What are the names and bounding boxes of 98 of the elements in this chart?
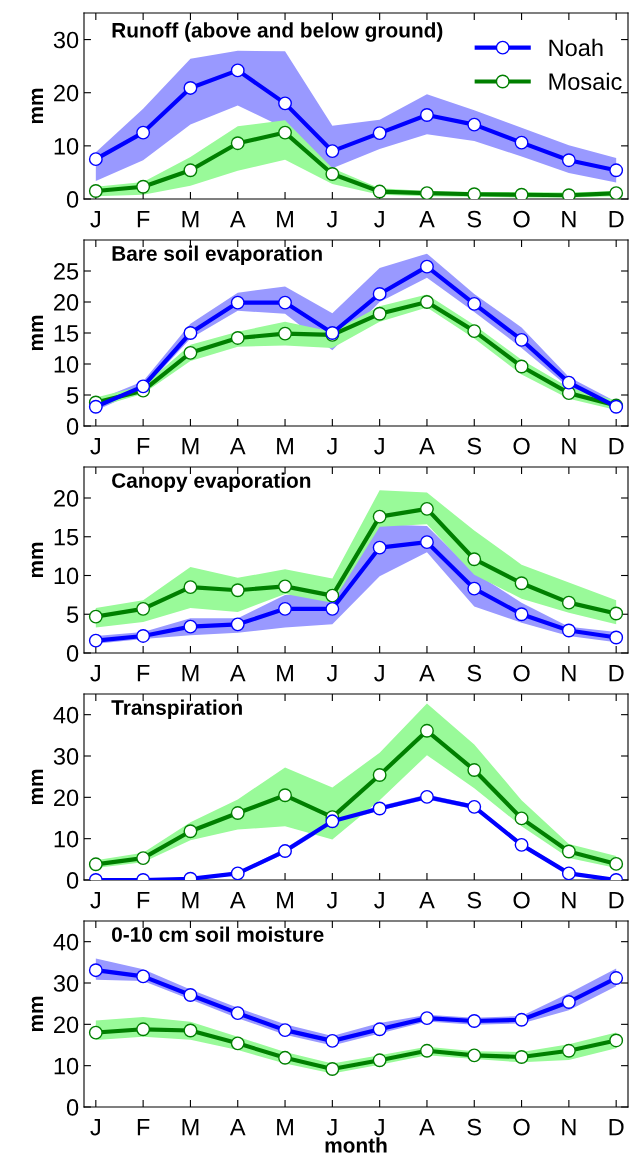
x-tick-label: J xyxy=(90,891,100,909)
x-tick-label: A xyxy=(419,891,435,909)
y-tick-label: 0 xyxy=(66,1099,79,1116)
y-tick-label: 5 xyxy=(66,387,79,404)
x-tick-label: S xyxy=(467,210,482,228)
x-tick-label: M xyxy=(182,664,199,682)
y-tick-label: 10 xyxy=(54,356,79,373)
x-tick-label: J xyxy=(90,1118,100,1136)
x-tick-label: J xyxy=(90,437,100,455)
x-tick-label: D xyxy=(609,210,624,228)
y-tick-label: 0 xyxy=(66,645,79,662)
x-tick-label: J xyxy=(374,891,384,909)
x-tick-label: F xyxy=(137,891,150,909)
x-tick-label: M xyxy=(277,210,293,228)
y-tick-label: 5 xyxy=(66,606,79,624)
x-tick-label: J xyxy=(326,210,337,228)
x-tick-label: J xyxy=(374,437,384,455)
x-tick-label: A xyxy=(229,437,246,455)
x-tick-label: O xyxy=(513,664,530,682)
x-tick-label: O xyxy=(513,437,530,455)
y-tick-label: 20 xyxy=(54,490,79,507)
y-axis-title: mm xyxy=(31,315,43,351)
x-tick-label: N xyxy=(562,437,576,455)
x-tick-label: O xyxy=(513,1118,530,1136)
x-tick-label: A xyxy=(419,1118,435,1136)
y-tick-label: 30 xyxy=(53,975,79,992)
x-tick-label: M xyxy=(182,1118,199,1136)
x-tick-label: A xyxy=(419,437,435,455)
y-tick-label: 10 xyxy=(54,1057,79,1075)
x-tick-label: D xyxy=(609,1118,624,1136)
x-tick-label: S xyxy=(467,437,482,455)
y-tick-label: 40 xyxy=(53,706,79,724)
x-tick-label: O xyxy=(513,210,530,228)
y-tick-label: 20 xyxy=(54,294,79,311)
x-tick-label: N xyxy=(562,891,576,909)
x-tick-label: M xyxy=(182,210,199,228)
x-tick-label: M xyxy=(277,664,293,682)
chart-title: Canopy evaporation xyxy=(112,472,311,492)
x-tick-label: A xyxy=(419,664,435,682)
x-tick-label: J xyxy=(326,1118,337,1136)
y-tick-label: 15 xyxy=(54,325,79,342)
x-tick-label: N xyxy=(562,1118,576,1136)
x-tick-label: F xyxy=(137,664,150,682)
x-tick-label: J xyxy=(90,210,100,228)
x-tick-label: M xyxy=(277,1118,293,1136)
y-tick-label: 20 xyxy=(54,84,79,102)
chart-title: 0-10 cm soil moisture xyxy=(112,926,324,942)
x-tick-label: F xyxy=(137,210,150,228)
y-tick-label: 40 xyxy=(53,933,79,951)
x-tick-label: S xyxy=(467,1118,482,1136)
x-tick-label: F xyxy=(137,1118,150,1136)
x-tick-label: D xyxy=(609,664,624,682)
x-tick-label: J xyxy=(374,664,384,682)
x-tick-label: N xyxy=(562,210,576,228)
y-axis-title: mm xyxy=(31,769,43,805)
x-tick-label: F xyxy=(137,437,150,455)
x-tick-label: A xyxy=(419,210,435,228)
x-tick-label: J xyxy=(326,437,337,455)
x-axis-title: month xyxy=(325,1137,387,1153)
y-tick-label: 30 xyxy=(53,748,79,765)
x-tick-label: J xyxy=(90,664,100,682)
y-axis-title: mm xyxy=(31,542,43,578)
x-tick-label: J xyxy=(326,664,337,682)
x-tick-label: D xyxy=(609,891,624,909)
x-tick-label: A xyxy=(229,210,246,228)
y-axis-title: mm xyxy=(31,996,43,1032)
y-tick-label: 15 xyxy=(54,529,79,546)
x-tick-label: D xyxy=(609,437,624,455)
y-tick-label: 0 xyxy=(66,418,79,435)
x-tick-label: A xyxy=(229,1118,246,1136)
x-tick-label: S xyxy=(467,891,482,909)
x-tick-label: J xyxy=(374,1118,384,1136)
y-tick-label: 0 xyxy=(66,191,79,208)
legend-label: Mosaic xyxy=(549,72,622,90)
x-tick-label: A xyxy=(229,664,246,682)
y-tick-label: 10 xyxy=(54,567,79,585)
x-tick-label: O xyxy=(513,891,530,909)
chart-title: Bare soil evaporation xyxy=(112,245,322,265)
y-tick-label: 20 xyxy=(54,789,79,807)
chart-title: Runoff (above and below ground) xyxy=(112,22,443,42)
y-tick-label: 20 xyxy=(54,1016,79,1034)
x-tick-label: J xyxy=(326,891,337,909)
x-tick-label: M xyxy=(277,891,293,909)
x-tick-label: J xyxy=(374,210,384,228)
x-tick-label: M xyxy=(277,437,293,455)
x-tick-label: S xyxy=(467,664,482,682)
y-tick-label: 10 xyxy=(54,137,79,155)
legend-label: Noah xyxy=(549,38,603,57)
y-tick-label: 30 xyxy=(53,31,79,49)
x-tick-label: M xyxy=(182,437,199,455)
y-axis-title: mm xyxy=(31,88,43,124)
x-tick-label: A xyxy=(229,891,246,909)
x-tick-label: N xyxy=(562,664,576,682)
y-tick-label: 25 xyxy=(54,263,79,280)
y-tick-label: 10 xyxy=(54,830,79,848)
y-tick-label: 0 xyxy=(66,872,79,889)
chart-title: Transpiration xyxy=(111,699,242,719)
x-tick-label: M xyxy=(182,891,199,909)
